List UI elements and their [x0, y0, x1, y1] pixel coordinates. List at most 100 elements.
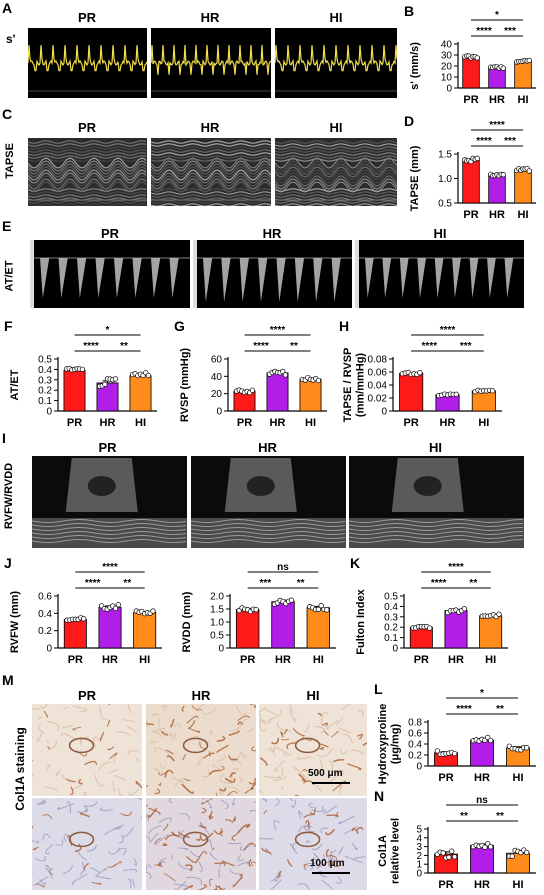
x-tick-label: PR — [463, 209, 478, 221]
echo-trace — [191, 456, 346, 548]
data-point — [315, 377, 322, 384]
pw-trace — [193, 240, 352, 308]
echo-trace — [349, 456, 524, 548]
data-point — [112, 605, 119, 612]
y-tick-label: 0.2 — [38, 626, 52, 637]
group-label-pr: PR — [98, 440, 117, 455]
bar-hr — [470, 739, 494, 767]
data-point — [523, 849, 530, 856]
y-tick-label: 60 — [211, 355, 223, 366]
y-tick-label: 0.4 — [408, 740, 422, 751]
significance-label: *** — [460, 341, 472, 352]
y-tick-label: 0.6 — [38, 592, 52, 603]
x-tick-label: PR — [237, 417, 252, 429]
data-point — [526, 57, 532, 64]
significance-label: * — [106, 325, 110, 336]
data-point — [487, 737, 494, 744]
significance-label: **** — [83, 341, 99, 352]
x-tick-label: HR — [100, 417, 116, 429]
data-point — [496, 611, 502, 617]
row-label-tapse: TAPSE — [3, 143, 16, 179]
significance-label: **** — [85, 578, 101, 589]
panel-letter: L — [374, 681, 383, 697]
data-point — [451, 750, 458, 757]
group-label-hi: HI — [329, 120, 343, 135]
panel-letter: G — [174, 318, 185, 334]
data-point — [434, 748, 441, 754]
group-label-pr: PR — [77, 688, 97, 703]
data-point — [449, 848, 455, 854]
data-point — [315, 606, 321, 612]
x-tick-label: HR — [440, 417, 456, 429]
significance-label: **** — [431, 578, 447, 589]
x-tick-label: PR — [438, 879, 453, 891]
data-point — [427, 625, 433, 631]
data-point — [81, 616, 87, 622]
data-point — [417, 370, 423, 376]
histology-low-mag-hi — [259, 704, 367, 796]
significance-label: ** — [460, 811, 468, 822]
bar-pr — [462, 159, 480, 204]
y-tick-label: 4 — [416, 833, 422, 844]
pw-trace — [30, 240, 190, 308]
data-point — [482, 844, 488, 850]
y-tick-label: 0.1 — [384, 633, 398, 644]
histology-texture — [146, 704, 256, 796]
doppler-image-hi — [275, 28, 397, 98]
y-tick-label: 0 — [416, 869, 422, 880]
y-tick-label: 40 — [211, 372, 223, 383]
group-label-hi: HI — [429, 440, 442, 455]
scale-bar-label-100: 100 μm — [310, 858, 345, 869]
scale-bar-label-500: 500 μm — [308, 768, 343, 779]
bar-pr — [63, 370, 86, 412]
x-tick-label: HR — [474, 879, 490, 891]
group-label-hr: HR — [258, 440, 277, 455]
group-label-hi: HI — [433, 226, 447, 241]
panel-letter-c: C — [2, 106, 13, 122]
data-point — [249, 387, 256, 393]
y-tick-label: 0.02 — [368, 394, 388, 405]
y-tick-label: 1.0 — [438, 174, 452, 185]
y-axis-label: Col1Arelative level — [377, 818, 402, 884]
significance-label: **** — [253, 341, 269, 352]
data-point — [500, 65, 506, 71]
y-tick-label: 1 — [416, 860, 422, 871]
row-label-rvfw-rvdd: RVFW/RVDD — [3, 462, 16, 530]
y-tick-label: 0.3 — [38, 375, 52, 386]
significance-label: *** — [504, 26, 516, 37]
y-tick-label: 30 — [441, 51, 453, 62]
data-point — [509, 853, 515, 859]
bar-hi — [299, 378, 322, 412]
doppler-trace — [151, 28, 271, 98]
data-point — [324, 607, 330, 613]
y-tick-label: 2 — [416, 851, 422, 862]
y-axis-label: Hydroxyproline(μg/mg) — [377, 704, 402, 785]
data-point — [440, 850, 446, 856]
significance-label: **** — [448, 562, 464, 573]
bar-hr — [271, 601, 295, 649]
pw-doppler-image-pr — [30, 240, 190, 308]
group-label-hr: HR — [200, 10, 220, 25]
group-label-hi: HI — [329, 10, 343, 25]
y-tick-label: 1.5 — [438, 150, 452, 161]
y-tick-label: 0.5 — [438, 199, 452, 210]
y-tick-label: 0.06 — [368, 368, 388, 379]
y-tick-label: 1.0 — [210, 618, 224, 629]
histology-texture — [146, 798, 256, 890]
x-tick-label: HR — [270, 417, 286, 429]
bar-pr — [63, 619, 87, 649]
significance-label: ** — [120, 341, 128, 352]
x-tick-label: HI — [518, 94, 529, 106]
y-tick-label: 0.2 — [38, 386, 52, 397]
doppler-image-hr — [151, 28, 271, 98]
significance-label: *** — [504, 136, 516, 147]
y-tick-label: 0.3 — [384, 612, 398, 623]
x-tick-label: PR — [414, 654, 429, 666]
y-tick-label: 0.1 — [38, 396, 52, 407]
data-point — [280, 368, 286, 375]
y-axis-label: RVSP (mmHg) — [179, 348, 191, 423]
x-tick-label: HI — [513, 879, 524, 891]
